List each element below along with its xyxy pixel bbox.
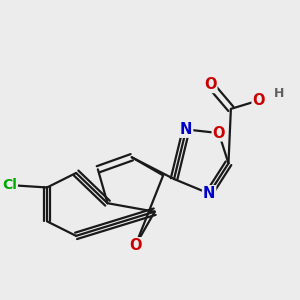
Text: O: O xyxy=(212,126,225,141)
Text: N: N xyxy=(180,122,192,137)
Text: O: O xyxy=(253,93,265,108)
Text: N: N xyxy=(203,186,215,201)
Text: O: O xyxy=(129,238,142,253)
Text: O: O xyxy=(204,77,217,92)
Text: Cl: Cl xyxy=(2,178,17,192)
Text: H: H xyxy=(274,87,284,100)
